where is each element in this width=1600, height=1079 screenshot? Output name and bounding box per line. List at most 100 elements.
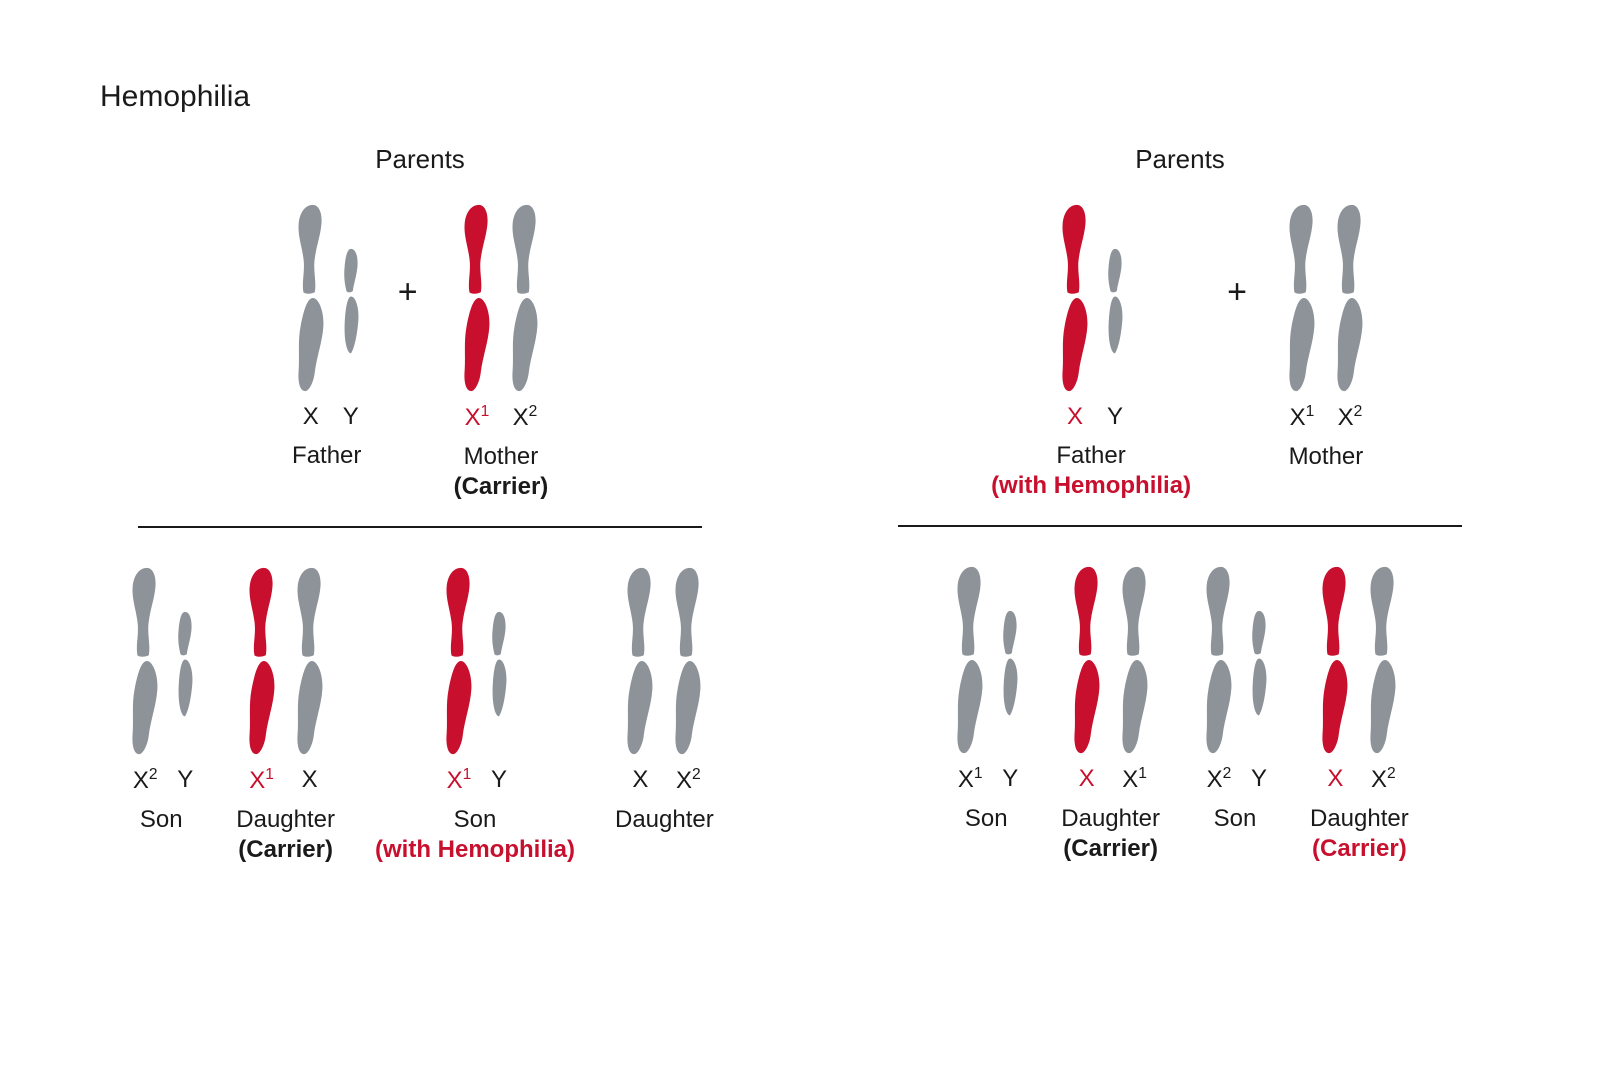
chromosome-labels: X X2 — [1316, 765, 1402, 794]
chromosome-label: X2 — [669, 766, 707, 795]
person-role: Father(with Hemophilia) — [991, 441, 1191, 501]
chromosome-label: Y — [1248, 765, 1270, 794]
scenarios-container: Parents XY Father + X1X2 Mother(Carrier)… — [100, 144, 1500, 865]
chromosome-labels: X2 Y — [126, 766, 196, 795]
chromosome-pair — [951, 555, 1021, 755]
parent-0: XY Father(with Hemophilia) — [991, 193, 1191, 501]
diagram-title: Hemophilia — [100, 80, 1500, 114]
chromosome-x-icon — [291, 566, 329, 756]
chromosome-pair — [458, 193, 544, 393]
chromosome-pair — [1056, 193, 1126, 393]
chromosome-x-icon — [1200, 565, 1238, 755]
chromosome-x-icon — [243, 566, 281, 756]
chromosome-x-icon — [292, 203, 330, 393]
chromosome-x-icon — [951, 565, 989, 755]
chromosome-y-icon — [340, 247, 362, 357]
chromosome-label: Y — [174, 766, 196, 795]
children-row: X2Y Son X1X Daughter(Carrier) X1Y Son(wi… — [100, 556, 740, 865]
child-3: X X2 Daughter(Carrier) — [1310, 555, 1409, 864]
scenario-heading: Parents — [375, 144, 465, 175]
chromosome-label: X — [1056, 403, 1094, 431]
scenario-1: Parents XY Father(with Hemophilia) + X1X… — [860, 144, 1500, 865]
chromosome-x-icon — [126, 566, 164, 756]
plus-symbol: + — [398, 273, 418, 312]
person-role: Son(with Hemophilia) — [375, 805, 575, 865]
chromosome-x-icon — [621, 566, 659, 756]
chromosome-x-icon — [506, 203, 544, 393]
parents-row: XY Father + X1 X2 Mother(Carrier) — [292, 193, 549, 502]
chromosome-labels: X X2 — [621, 766, 707, 795]
chromosome-labels: X1X2 — [1283, 403, 1369, 432]
chromosome-y-icon — [488, 610, 510, 720]
chromosome-labels: XY — [1056, 403, 1126, 431]
chromosome-x-icon — [1364, 565, 1402, 755]
chromosome-label: X — [292, 403, 330, 431]
children-row: X1Y Son XX1 Daughter(Carrier) X2Y Son XX… — [860, 555, 1500, 864]
chromosome-labels: X X1 — [1068, 765, 1154, 794]
chromosome-label: X1 — [1116, 765, 1154, 794]
chromosome-label: Y — [999, 765, 1021, 794]
parent-1: X1X2 Mother — [1283, 193, 1369, 472]
chromosome-label: X1 — [440, 766, 478, 795]
chromosome-x-icon — [1056, 203, 1094, 393]
chromosome-labels: X1 Y — [440, 766, 510, 795]
plus-symbol: + — [1227, 273, 1247, 312]
chromosome-label: X2 — [1200, 765, 1238, 794]
person-role: Mother(Carrier) — [454, 442, 549, 502]
chromosome-x-icon — [458, 203, 496, 393]
chromosome-label: X2 — [1331, 403, 1369, 432]
person-role: Daughter(Carrier) — [236, 805, 335, 865]
chromosome-y-icon — [999, 609, 1021, 719]
chromosome-labels: X2 Y — [1200, 765, 1270, 794]
chromosome-pair — [1316, 555, 1402, 755]
divider-line — [138, 526, 701, 528]
chromosome-x-icon — [440, 566, 478, 756]
chromosome-label: X1 — [951, 765, 989, 794]
person-role: Father — [292, 441, 361, 471]
chromosome-pair — [1068, 555, 1154, 755]
person-note: (Carrier) — [1061, 834, 1160, 864]
chromosome-pair — [243, 556, 329, 756]
chromosome-label: Y — [488, 766, 510, 795]
person-role: Son — [965, 804, 1008, 834]
divider-line — [898, 525, 1461, 527]
chromosome-x-icon — [1331, 203, 1369, 393]
chromosome-label: X1 — [458, 403, 496, 432]
page: Hemophilia Parents XY Father + X1X2 Moth… — [0, 0, 1600, 1079]
chromosome-y-icon — [1248, 609, 1270, 719]
person-role: Daughter(Carrier) — [1310, 804, 1409, 864]
chromosome-label: X1 — [243, 766, 281, 795]
chromosome-label: Y — [1104, 403, 1126, 431]
person-note: (Carrier) — [236, 835, 335, 865]
child-2: X1 Y Son(with Hemophilia) — [375, 556, 575, 865]
chromosome-x-icon — [1283, 203, 1321, 393]
person-note: (Carrier) — [1310, 834, 1409, 864]
chromosome-y-icon — [174, 610, 196, 720]
person-role: Daughter — [615, 805, 714, 835]
chromosome-pair — [1283, 193, 1369, 393]
chromosome-pair — [440, 556, 510, 756]
scenario-heading: Parents — [1135, 144, 1225, 175]
chromosome-pair — [126, 556, 196, 756]
chromosome-label: X2 — [126, 766, 164, 795]
chromosome-labels: X1 X2 — [458, 403, 544, 432]
child-0: X1 Y Son — [951, 555, 1021, 864]
scenario-0: Parents XY Father + X1X2 Mother(Carrier)… — [100, 144, 740, 865]
chromosome-x-icon — [1316, 565, 1354, 755]
chromosome-labels: X1X — [243, 766, 329, 795]
person-role: Son — [140, 805, 183, 835]
chromosome-label: X — [1316, 765, 1354, 794]
chromosome-label: X2 — [1364, 765, 1402, 794]
chromosome-label: Y — [340, 403, 362, 431]
person-note: (Carrier) — [454, 472, 549, 502]
chromosome-x-icon — [1116, 565, 1154, 755]
person-note: (with Hemophilia) — [375, 835, 575, 865]
chromosome-pair — [1200, 555, 1270, 755]
person-note: (with Hemophilia) — [991, 471, 1191, 501]
chromosome-label: X — [1068, 765, 1106, 794]
chromosome-label: X — [621, 766, 659, 795]
child-0: X2 Y Son — [126, 556, 196, 865]
child-1: X1X Daughter(Carrier) — [236, 556, 335, 865]
chromosome-label: X2 — [506, 403, 544, 432]
person-role: Mother — [1289, 442, 1364, 472]
